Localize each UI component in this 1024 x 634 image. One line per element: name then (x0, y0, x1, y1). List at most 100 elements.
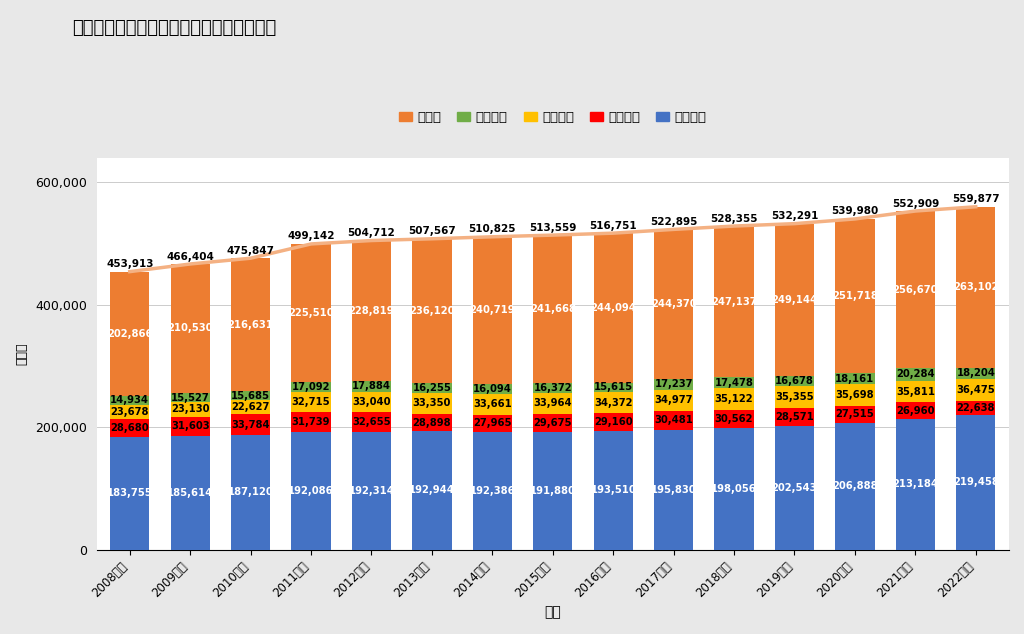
Bar (594, 413, 633, 431)
Text: 510,825: 510,825 (469, 224, 516, 235)
Text: 32,655: 32,655 (352, 417, 391, 427)
Text: 552,909: 552,909 (892, 198, 939, 209)
Text: 17,237: 17,237 (654, 379, 693, 389)
Text: 16,372: 16,372 (534, 383, 572, 393)
Text: 17,478: 17,478 (715, 378, 754, 388)
Text: 187,120: 187,120 (227, 488, 273, 497)
Text: 30,481: 30,481 (654, 415, 693, 425)
Text: 516,751: 516,751 (590, 221, 637, 231)
Bar (534, 393, 572, 414)
Text: 23,130: 23,130 (171, 404, 210, 415)
Bar (413, 431, 452, 550)
Bar (292, 244, 331, 382)
Text: 33,661: 33,661 (473, 399, 512, 410)
Bar (956, 207, 995, 368)
Bar (836, 423, 874, 550)
Text: 195,830: 195,830 (651, 484, 696, 495)
Bar (775, 425, 814, 550)
Bar (473, 384, 512, 394)
Text: 15,685: 15,685 (231, 391, 270, 401)
Bar (594, 382, 633, 392)
Bar (775, 376, 814, 386)
Bar (534, 432, 572, 550)
Text: 33,040: 33,040 (352, 397, 391, 406)
Bar (413, 414, 452, 431)
Text: 216,631: 216,631 (227, 320, 273, 330)
Text: 23,678: 23,678 (111, 407, 150, 417)
Text: 15,527: 15,527 (171, 392, 210, 403)
Bar (352, 412, 391, 432)
Bar (111, 396, 150, 405)
Text: 14,934: 14,934 (111, 396, 150, 405)
Bar (473, 432, 512, 550)
Text: 17,884: 17,884 (352, 381, 391, 391)
Text: 18,204: 18,204 (956, 368, 995, 378)
Legend: 基本金, 流動負債, 固定負債, 流動資産, 固定資産: 基本金, 流動負債, 固定負債, 流動資産, 固定資産 (393, 105, 712, 129)
Text: 507,567: 507,567 (408, 226, 456, 236)
Text: 504,712: 504,712 (347, 228, 395, 238)
Bar (413, 384, 452, 393)
Bar (654, 379, 693, 389)
Bar (231, 391, 270, 401)
Text: 29,160: 29,160 (594, 417, 633, 427)
Text: 15,615: 15,615 (594, 382, 633, 392)
Text: 219,458: 219,458 (952, 477, 998, 488)
Bar (956, 379, 995, 401)
Text: 18,161: 18,161 (836, 373, 874, 384)
Bar (473, 415, 512, 432)
Bar (171, 393, 210, 403)
Text: 33,350: 33,350 (413, 399, 452, 408)
Text: 263,102: 263,102 (953, 282, 998, 292)
Text: 34,372: 34,372 (594, 398, 633, 408)
Bar (594, 431, 633, 550)
Text: 16,255: 16,255 (413, 384, 452, 393)
Bar (231, 258, 270, 391)
Text: 29,675: 29,675 (534, 418, 572, 428)
Text: 185,614: 185,614 (167, 488, 213, 498)
Text: 183,755: 183,755 (106, 488, 153, 498)
Bar (231, 414, 270, 435)
Bar (111, 271, 150, 396)
Text: 559,877: 559,877 (952, 194, 999, 204)
Text: 466,404: 466,404 (166, 252, 214, 262)
Text: 225,510: 225,510 (288, 308, 334, 318)
Text: 202,866: 202,866 (108, 328, 153, 339)
Bar (836, 373, 874, 384)
Bar (111, 437, 150, 550)
Bar (171, 264, 210, 393)
Text: 35,355: 35,355 (775, 392, 814, 402)
Text: 256,670: 256,670 (893, 285, 938, 295)
Bar (836, 406, 874, 423)
Text: 22,638: 22,638 (956, 403, 995, 413)
Text: 27,965: 27,965 (473, 418, 512, 428)
Bar (654, 389, 693, 411)
Bar (352, 380, 391, 392)
Text: 31,603: 31,603 (171, 421, 210, 431)
Bar (896, 368, 935, 380)
Y-axis label: 百万円: 百万円 (15, 342, 28, 365)
Bar (715, 428, 754, 550)
Text: 499,142: 499,142 (288, 231, 335, 242)
Bar (715, 226, 754, 377)
Bar (292, 413, 331, 432)
Text: 31,739: 31,739 (292, 417, 331, 427)
Bar (473, 394, 512, 415)
Text: 513,559: 513,559 (529, 223, 577, 233)
Text: 33,784: 33,784 (231, 420, 270, 430)
Text: 247,137: 247,137 (712, 297, 757, 307)
Bar (292, 392, 331, 413)
Bar (231, 401, 270, 414)
Bar (292, 432, 331, 550)
Text: 22,627: 22,627 (231, 403, 269, 412)
Bar (654, 230, 693, 379)
Text: 35,811: 35,811 (896, 387, 935, 396)
Bar (231, 435, 270, 550)
Text: 26,960: 26,960 (896, 406, 935, 416)
Bar (352, 392, 391, 412)
Text: 28,680: 28,680 (111, 424, 150, 433)
Text: 30,562: 30,562 (715, 414, 754, 424)
Bar (534, 383, 572, 393)
Text: 27,515: 27,515 (836, 410, 874, 420)
Text: 17,092: 17,092 (292, 382, 331, 392)
Bar (534, 414, 572, 432)
